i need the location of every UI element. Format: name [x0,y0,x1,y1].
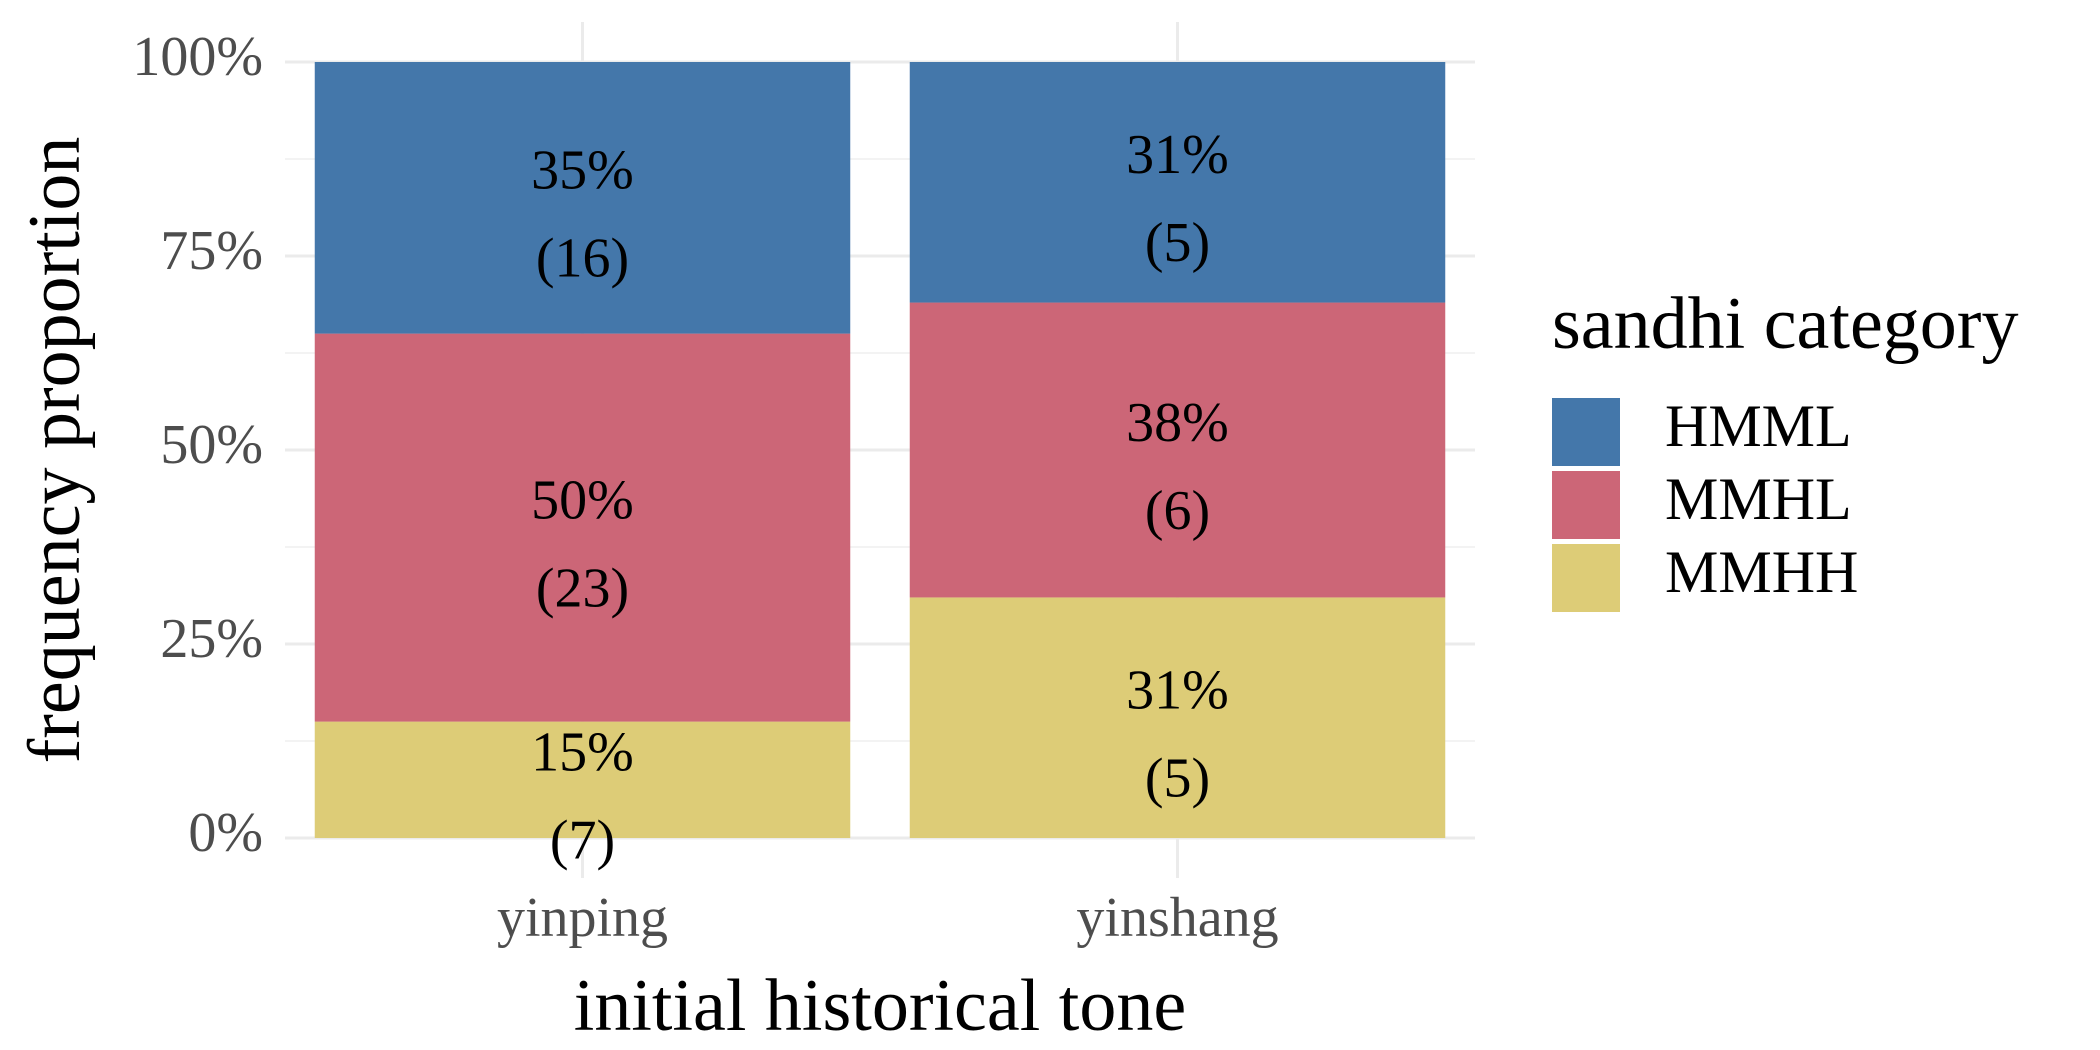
bar-mmhl-yinping [314,333,851,722]
bar-mmhh-yinshang [909,597,1446,838]
bar-hmml-yinshang [909,62,1446,303]
legend-title: sandhi category [1552,283,2018,365]
x-axis-ticks: yinping yinshang [497,887,1279,949]
bar-count-label: (5) [1145,212,1210,274]
bar-mmhh-yinping [314,721,851,838]
bar-percent-label: 50% [531,469,634,531]
x-tick-label: yinping [497,887,668,949]
bar-count-label: (6) [1145,480,1210,542]
y-tick-label: 0% [188,802,263,864]
legend-label-mmhh: MMHH [1665,539,1858,605]
bar-count-label: (16) [536,228,629,290]
y-tick-label: 50% [160,414,263,476]
legend-key-hmml [1552,398,1620,466]
bar-count-label: (23) [536,557,629,619]
y-tick-label: 25% [160,608,263,670]
bar-percent-label: 15% [531,722,634,784]
bars [314,62,1446,838]
y-tick-label: 75% [160,220,263,282]
legend-key-mmhh [1552,544,1620,612]
bar-hmml-yinping [314,62,851,334]
bar-count-label: (5) [1145,748,1210,810]
y-axis-title: frequency proportion [14,137,96,764]
x-tick-label: yinshang [1076,887,1278,949]
legend-items: HMML MMHL MMHH [1552,393,1858,612]
bar-labels: 15% (7) 50% (23) 35% (16) 31% (5) 38% (6) 31% (5) [531,124,1229,872]
bar-count-label: (7) [550,810,615,872]
legend: sandhi category HMML MMHL MMHH [1552,283,2018,612]
legend-label-hmml: HMML [1665,393,1852,459]
legend-key-mmhl [1552,471,1620,539]
bar-mmhl-yinshang [909,302,1446,598]
y-tick-label: 100% [132,26,263,88]
bar-percent-label: 35% [531,140,634,202]
y-axis-ticks: 0% 25% 50% 75% 100% [132,26,263,864]
bar-percent-label: 31% [1126,660,1229,722]
legend-label-mmhl: MMHL [1665,466,1852,532]
bar-percent-label: 38% [1126,392,1229,454]
x-axis-title: initial historical tone [574,965,1186,1047]
bar-percent-label: 31% [1126,124,1229,186]
